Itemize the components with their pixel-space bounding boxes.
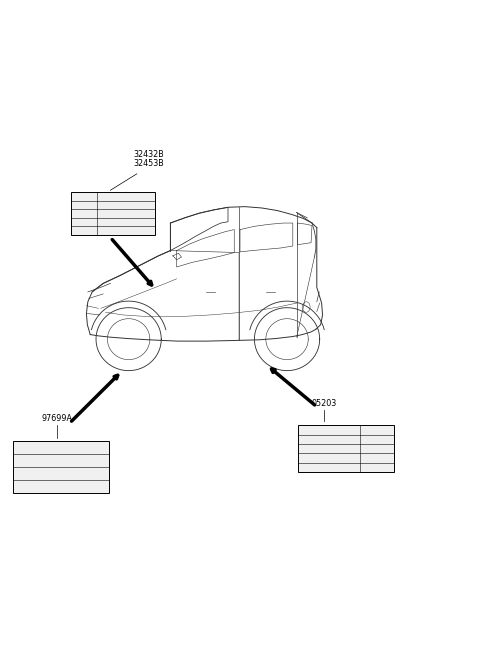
Text: 32432B: 32432B: [133, 150, 164, 159]
Bar: [298, 425, 394, 472]
Text: 05203: 05203: [312, 399, 336, 408]
Bar: [71, 192, 155, 235]
Bar: [13, 441, 109, 493]
Text: 32453B: 32453B: [133, 159, 164, 168]
Text: 97699A: 97699A: [41, 414, 72, 423]
